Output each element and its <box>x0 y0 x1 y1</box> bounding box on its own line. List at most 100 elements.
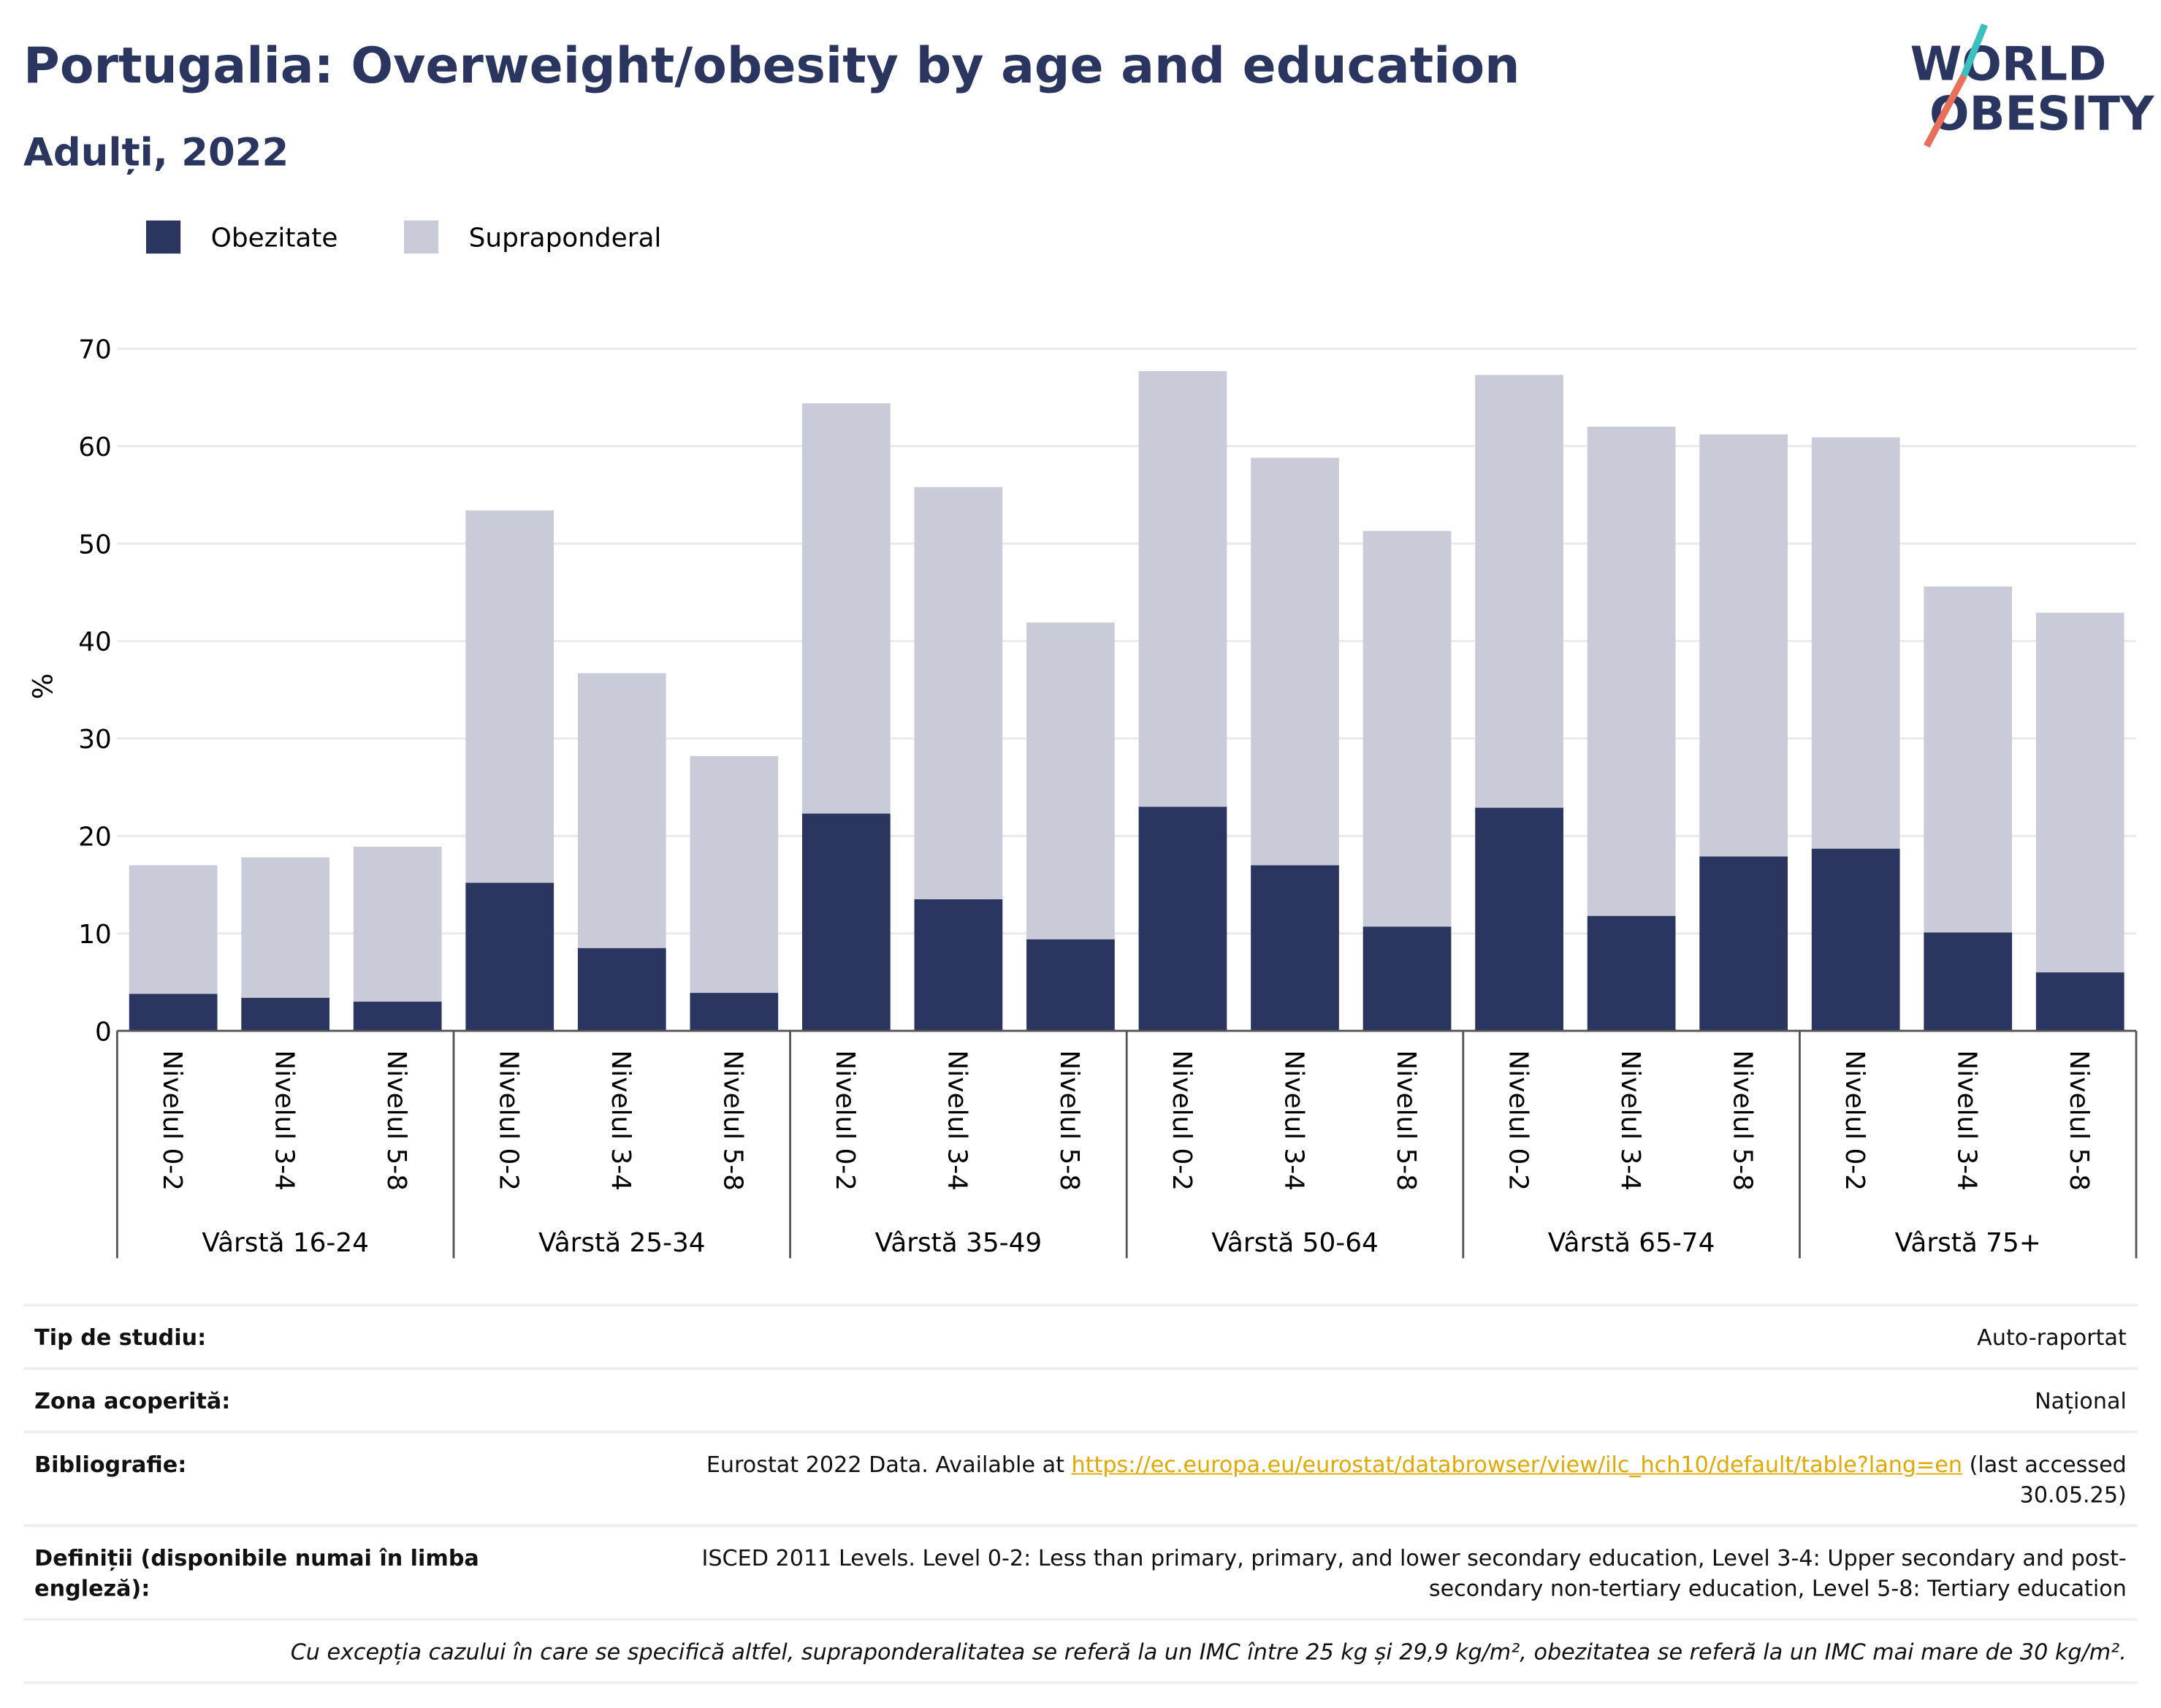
y-tick-label: 70 <box>78 335 112 365</box>
footer-row: Zona acoperită: Național <box>23 1367 2138 1430</box>
bar-segment <box>2035 612 2124 973</box>
footer-value-text: Eurostat 2022 Data. Available at <box>706 1451 1072 1478</box>
bar-segment <box>129 865 218 994</box>
bar-segment <box>1475 375 1563 808</box>
bar-segment <box>465 882 554 1032</box>
logo-slash <box>1960 23 1988 77</box>
x-tick-label: Nivelul 5-8 <box>1391 1050 1421 1191</box>
x-tick-label: Nivelul 0-2 <box>830 1050 860 1191</box>
y-tick-label: 10 <box>78 920 112 950</box>
x-tick-label: Nivelul 3-4 <box>269 1050 299 1191</box>
y-tick-label: 0 <box>95 1017 112 1047</box>
x-tick-label: Nivelul 5-8 <box>1054 1050 1084 1191</box>
bar-segment <box>1362 926 1452 1032</box>
bar-segment <box>465 510 554 883</box>
x-tick-label: Nivelul 5-8 <box>718 1050 748 1191</box>
bar-segment <box>241 997 330 1032</box>
bar-segment <box>914 487 1003 899</box>
y-tick-label: 60 <box>78 432 112 462</box>
group-label: Vârstă 50-64 <box>1211 1228 1379 1258</box>
y-tick-label: 40 <box>78 628 112 657</box>
bar-segment <box>1251 865 1339 1032</box>
logo-slash <box>1924 74 1967 148</box>
x-tick-label: Nivelul 5-8 <box>1727 1050 1757 1191</box>
legend-swatch <box>404 220 439 254</box>
bar-segment <box>2035 972 2124 1032</box>
bar-segment <box>353 846 442 1002</box>
x-tick-label: Nivelul 3-4 <box>1615 1050 1645 1191</box>
bar-segment <box>1026 622 1115 939</box>
x-tick-label: Nivelul 0-2 <box>1840 1050 1870 1191</box>
x-tick-label: Nivelul 3-4 <box>1952 1050 1982 1191</box>
chart-title: Portugalia: Overweight/obesity by age an… <box>23 37 1520 95</box>
group-label: Vârstă 25-34 <box>538 1228 706 1258</box>
footer-note: Cu excepția cazului în care se specifică… <box>23 1617 2138 1685</box>
bar-segment <box>1587 915 1676 1032</box>
footer-value-text: Auto-raportat <box>1977 1324 2127 1351</box>
bar-segment <box>690 755 779 994</box>
bar-segment <box>353 1002 442 1032</box>
bar-segment <box>1026 939 1115 1032</box>
footer-value: Auto-raportat <box>1977 1323 2127 1354</box>
bar-segment <box>1138 370 1227 807</box>
footer-value: Eurostat 2022 Data. Available at https:/… <box>611 1450 2127 1511</box>
legend-swatch <box>145 220 181 254</box>
bar-segment <box>1475 807 1563 1032</box>
x-tick-label: Nivelul 3-4 <box>942 1050 972 1191</box>
group-label: Vârstă 65-74 <box>1548 1228 1715 1258</box>
x-tick-label: Nivelul 3-4 <box>1278 1050 1308 1191</box>
bar-segment <box>914 899 1003 1032</box>
logo-text: OBESITY <box>1929 86 2155 141</box>
bar-segment <box>801 403 891 814</box>
bar-segment <box>1924 932 2013 1032</box>
x-tick-label: Nivelul 5-8 <box>2064 1050 2094 1191</box>
bar-segment <box>1138 807 1227 1032</box>
bar-segment <box>1699 856 1788 1032</box>
bar-segment <box>1251 457 1339 866</box>
bar-segment <box>1811 848 1900 1032</box>
bar-segment <box>690 993 779 1032</box>
footer-value: ISCED 2011 Levels. Level 0-2: Less than … <box>611 1544 2127 1604</box>
group-label: Vârstă 16-24 <box>202 1228 369 1258</box>
legend-label: Supraponderal <box>469 224 662 253</box>
group-label: Vârstă 75+ <box>1895 1228 2041 1258</box>
legend-label: Obezitate <box>211 224 338 253</box>
footer: Tip de studiu: Auto-raportat Zona acoperit… <box>23 1303 2138 1685</box>
bar-segment <box>577 948 666 1032</box>
y-tick-label: 50 <box>78 530 112 560</box>
footer-value-text: ISCED 2011 Levels. Level 0-2: Less than … <box>701 1544 2127 1602</box>
x-tick-label: Nivelul 0-2 <box>157 1050 187 1191</box>
bar-segment <box>1924 586 2013 933</box>
y-tick-label: 30 <box>78 725 112 755</box>
footer-label: Zona acoperită: <box>34 1387 231 1414</box>
x-tick-label: Nivelul 3-4 <box>606 1050 636 1191</box>
footer-value-text: (last accessed 30.05.25) <box>1962 1451 2127 1508</box>
bar-segment <box>1811 437 1900 849</box>
chart-subtitle: Adulți, 2022 <box>23 130 289 175</box>
x-tick-label: Nivelul 0-2 <box>494 1050 524 1191</box>
footer-value-text: Național <box>2035 1387 2127 1414</box>
bar-segment <box>1699 434 1788 857</box>
x-tick-label: Nivelul 5-8 <box>381 1050 411 1191</box>
footer-label: Tip de studiu: <box>34 1324 207 1351</box>
footer-row: Definiții (disponibile numai în limba en… <box>23 1524 2138 1617</box>
bar-segment <box>1587 427 1676 916</box>
group-label: Vârstă 35-49 <box>875 1228 1043 1258</box>
x-tick-label: Nivelul 0-2 <box>1503 1050 1533 1191</box>
bar-segment <box>129 994 218 1032</box>
footer-value: Național <box>2035 1387 2127 1417</box>
footer-label: Bibliografie: <box>34 1451 187 1478</box>
x-tick-label: Nivelul 0-2 <box>1167 1050 1197 1191</box>
y-axis-label: % <box>27 674 59 700</box>
y-tick-label: 20 <box>78 822 112 852</box>
bar-segment <box>801 813 891 1032</box>
footer-label: Definiții (disponibile numai în limba en… <box>34 1544 479 1602</box>
footer-row: Bibliografie: Eurostat 2022 Data. Availab… <box>23 1430 2138 1524</box>
bar-segment <box>577 673 666 948</box>
chart: Portugalia: Overweight/obesity by age an… <box>23 23 2155 1259</box>
bar-segment <box>241 857 330 998</box>
bar-segment <box>1362 530 1452 927</box>
footer-link[interactable]: https://ec.europa.eu/eurostat/databrowse… <box>1071 1451 1962 1478</box>
